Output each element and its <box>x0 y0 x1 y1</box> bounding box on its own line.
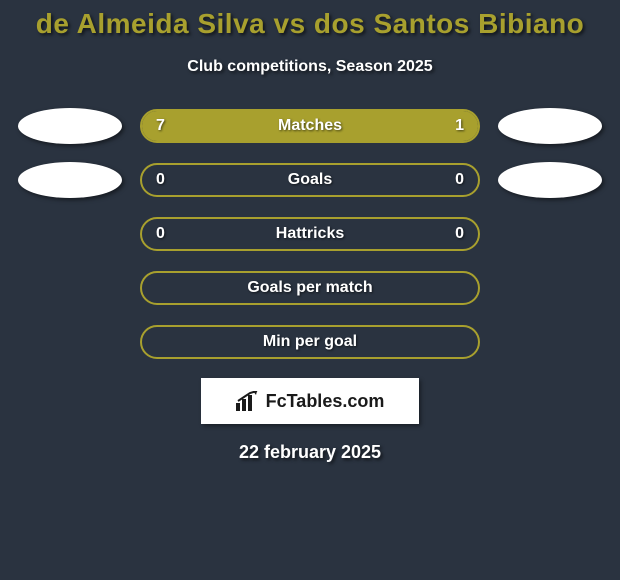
stat-row: 0 0 Goals <box>0 162 620 198</box>
stat-label: Hattricks <box>276 225 344 243</box>
stat-label: Min per goal <box>263 333 357 351</box>
player-avatar-left <box>18 162 122 198</box>
value-right: 0 <box>455 225 464 243</box>
stat-label: Goals <box>288 171 332 189</box>
date-label: 22 february 2025 <box>0 442 620 463</box>
logo: FcTables.com <box>236 391 385 412</box>
comparison-card: de Almeida Silva vs dos Santos Bibiano C… <box>0 0 620 463</box>
stat-row: Goals per match <box>0 270 620 306</box>
player-avatar-right <box>498 162 602 198</box>
fill-left <box>142 111 411 141</box>
fill-right <box>411 111 478 141</box>
stat-row: 0 0 Hattricks <box>0 216 620 252</box>
subtitle: Club competitions, Season 2025 <box>0 58 620 76</box>
bars-icon <box>236 391 260 411</box>
stat-label: Goals per match <box>247 279 372 297</box>
value-right: 0 <box>455 171 464 189</box>
stat-bar: 0 0 Goals <box>140 163 480 197</box>
value-right: 1 <box>455 117 464 135</box>
value-left: 0 <box>156 225 165 243</box>
stats-rows: 7 1 Matches 0 0 Goals 0 0 Hattricks Goals per mat… <box>0 108 620 360</box>
stat-row: 7 1 Matches <box>0 108 620 144</box>
page-title: de Almeida Silva vs dos Santos Bibiano <box>0 8 620 40</box>
player-avatar-left <box>18 108 122 144</box>
value-left: 0 <box>156 171 165 189</box>
stat-bar: Goals per match <box>140 271 480 305</box>
stat-bar: 0 0 Hattricks <box>140 217 480 251</box>
value-left: 7 <box>156 117 165 135</box>
logo-text: FcTables.com <box>266 391 385 412</box>
stat-label: Matches <box>278 117 342 135</box>
logo-box: FcTables.com <box>201 378 419 424</box>
stat-bar: Min per goal <box>140 325 480 359</box>
stat-row: Min per goal <box>0 324 620 360</box>
player-avatar-right <box>498 108 602 144</box>
stat-bar: 7 1 Matches <box>140 109 480 143</box>
